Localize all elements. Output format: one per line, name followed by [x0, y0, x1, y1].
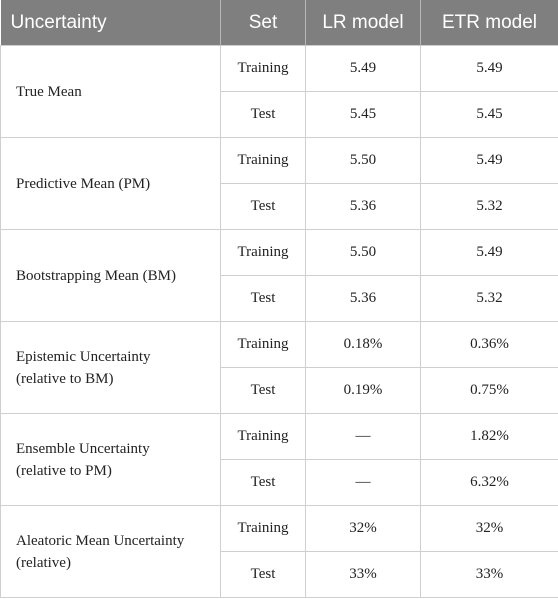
- etr-cell: 6.32%: [420, 459, 558, 506]
- table-row: Test —6.32%: [1, 459, 558, 506]
- header-cell: Set: [220, 0, 306, 46]
- label-line: Epistemic Uncertainty: [16, 348, 151, 365]
- table-row: Aleatoric Mean Uncertainty (relative) Trai…: [0, 505, 558, 598]
- set-cell: Training: [220, 321, 306, 368]
- set-cell: Test: [220, 367, 306, 414]
- etr-cell: 5.49: [420, 229, 558, 276]
- set-cell: Training: [220, 505, 306, 552]
- lr-cell: 32%: [305, 505, 421, 552]
- label-line: (relative to BM): [16, 370, 114, 387]
- header-cell: LR model: [305, 0, 421, 46]
- header-cell: ETR model: [420, 0, 558, 46]
- set-cell: Test: [220, 275, 306, 322]
- set-cell: Test: [220, 459, 306, 506]
- set-cell: Training: [220, 229, 306, 276]
- set-cell: Training: [220, 137, 306, 184]
- etr-cell: 0.75%: [420, 367, 558, 414]
- lr-cell: 0.18%: [305, 321, 421, 368]
- group-label: Ensemble Uncertainty (relative to PM): [0, 413, 221, 506]
- lr-cell: 5.49: [305, 45, 421, 92]
- lr-cell: —: [305, 459, 421, 506]
- group-label: Predictive Mean (PM): [0, 137, 221, 230]
- header-row: Uncertainty Set LR model ETR model: [0, 0, 558, 46]
- etr-cell: 32%: [420, 505, 558, 552]
- table-row: Test 5.36 5.32: [1, 183, 558, 230]
- etr-cell: 5.49: [420, 45, 558, 92]
- table-row: Test 33% 33%: [1, 551, 558, 598]
- label-line: (relative to PM): [16, 462, 112, 479]
- set-cell: Training: [220, 413, 306, 460]
- header-cell: Uncertainty: [0, 0, 221, 46]
- label-line: Predictive Mean (PM): [16, 175, 151, 192]
- lr-cell: 5.36: [305, 275, 421, 322]
- etr-cell: 0.36%: [420, 321, 558, 368]
- lr-cell: 5.45: [305, 91, 421, 138]
- set-cell: Test: [220, 91, 306, 138]
- set-cell: Test: [220, 551, 306, 598]
- lr-cell: 5.50: [305, 229, 421, 276]
- lr-cell: —: [305, 413, 421, 460]
- table-row: Ensemble Uncertainty (relative to PM) Trai…: [0, 413, 558, 506]
- set-cell: Training: [220, 45, 306, 92]
- etr-cell: 1.82%: [420, 413, 558, 460]
- table-row: Predictive Mean (PM) Training 5.50 5.49: [0, 137, 558, 230]
- set-cell: Test: [220, 183, 306, 230]
- lr-cell: 5.50: [305, 137, 421, 184]
- etr-cell: 5.32: [420, 183, 558, 230]
- label-line: Ensemble Uncertainty: [16, 440, 150, 457]
- lr-cell: 5.36: [305, 183, 421, 230]
- label-line: Aleatoric Mean Uncertainty: [16, 532, 185, 549]
- label-line: Bootstrapping Mean (BM): [16, 267, 176, 284]
- etr-cell: 33%: [420, 551, 558, 598]
- etr-cell: 5.45: [420, 91, 558, 138]
- lr-cell: 0.19%: [305, 367, 421, 414]
- table-row: Bootstrapping Mean (BM) Training 5.50 5.49: [0, 229, 558, 322]
- etr-cell: 5.49: [420, 137, 558, 184]
- table-row: Test 5.36 5.32: [1, 275, 558, 322]
- table-row: True Mean Training 5.49 5.49: [0, 45, 558, 138]
- label-line: (relative): [16, 554, 71, 571]
- group-label: Bootstrapping Mean (BM): [0, 229, 221, 322]
- label-line: True Mean: [16, 83, 82, 100]
- group-label: Epistemic Uncertainty (relative to BM): [0, 321, 221, 414]
- group-label: True Mean: [0, 45, 221, 138]
- group-label: Aleatoric Mean Uncertainty (relative): [0, 505, 221, 598]
- etr-cell: 5.32: [420, 275, 558, 322]
- table-row: Epistemic Uncertainty (relative to BM) Tra…: [0, 321, 558, 414]
- lr-cell: 33%: [305, 551, 421, 598]
- table-row: Test 0.19% 0.75%: [1, 367, 558, 414]
